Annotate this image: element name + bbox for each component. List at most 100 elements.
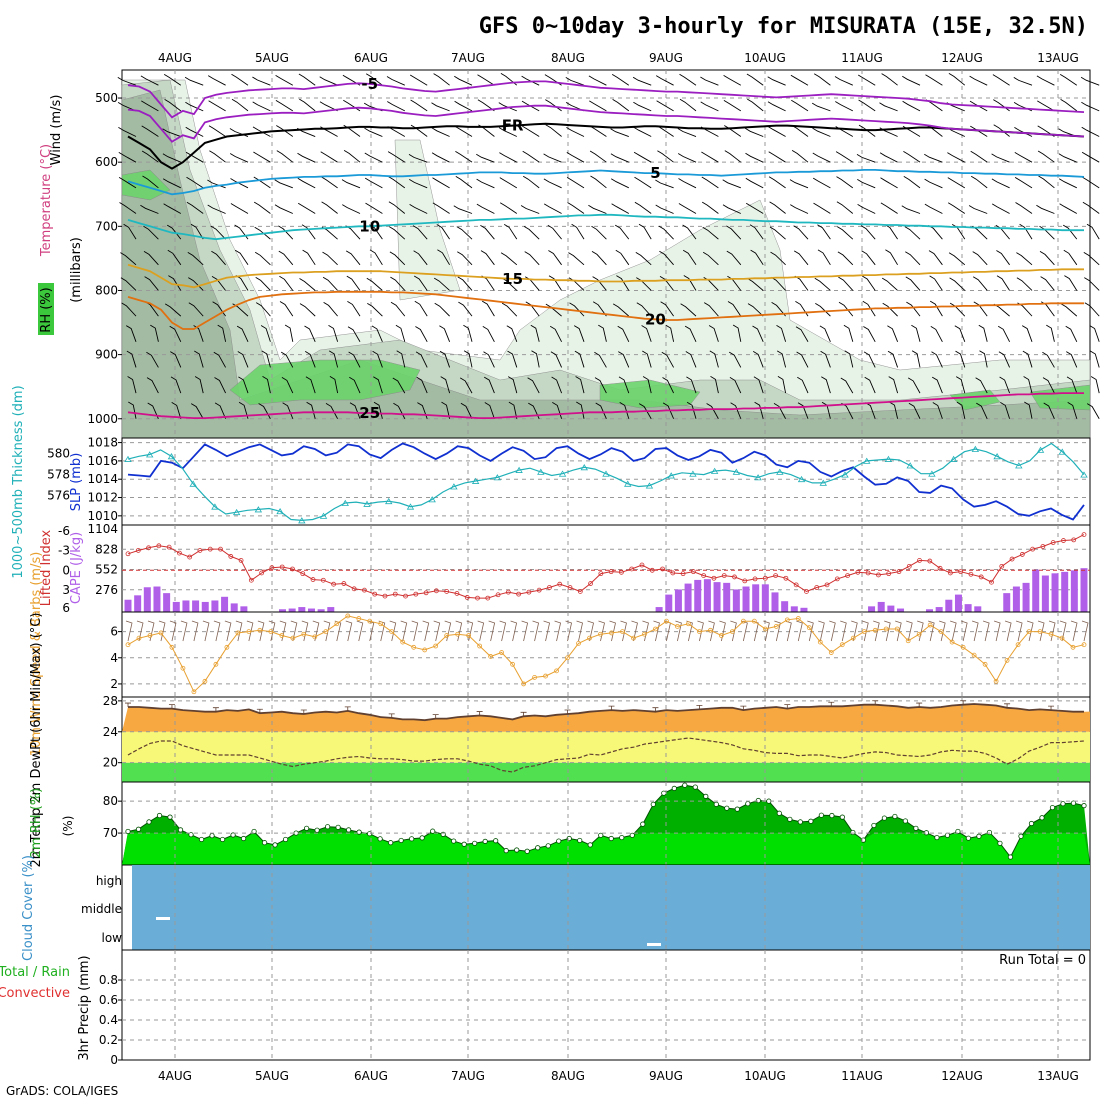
rh2m-marker [1018, 833, 1024, 839]
wind10-barb [730, 620, 737, 642]
top-date-label: 6AUG [354, 51, 388, 65]
wind-barb [261, 350, 271, 368]
wind-barb [1081, 151, 1100, 163]
wind10-marker [894, 626, 900, 632]
wind10-label: 10m Wind Speed & Barbs (m/s) [29, 552, 44, 757]
li-marker [516, 591, 522, 597]
wind10-marker [762, 626, 768, 632]
wind-barb [521, 100, 540, 112]
wind-barb [143, 225, 159, 240]
cape-bar [279, 609, 287, 612]
upper-air-panel: -5 FR 5 10 15 20 25 500 600 700 800 900 1000 [87, 69, 1100, 439]
wind10-barb [840, 620, 847, 642]
li-marker [886, 571, 892, 577]
wind-barb [767, 101, 786, 112]
wind-barb [320, 176, 338, 189]
wind-barb [569, 302, 585, 317]
wind-barb [856, 154, 876, 163]
wind-barb [390, 276, 406, 291]
wind-barb [638, 223, 652, 240]
wind-barb [499, 177, 518, 189]
wind-10m-panel: 246 10m Wind Speed & Barbs (m/s) [29, 552, 1091, 757]
cape-bar [684, 583, 692, 612]
rh2m-marker [650, 801, 656, 807]
thickness-marker [1015, 462, 1023, 469]
wind-barb [641, 325, 652, 342]
wind10-barb [422, 620, 430, 642]
wind-barb [930, 326, 943, 342]
wind-barb [147, 402, 159, 419]
wind10-barb [873, 620, 880, 642]
wind-barb [208, 125, 226, 137]
thickness-marker [450, 483, 458, 490]
wind-barb [819, 325, 831, 342]
wind-barb [278, 225, 294, 240]
wind-barb [679, 98, 697, 112]
cape-tick-label: 1104 [87, 522, 118, 536]
wind-barb [208, 100, 226, 112]
wind-barb [387, 101, 406, 112]
wind10-marker [378, 621, 384, 627]
wind-barb [998, 351, 1011, 368]
wind10-marker [246, 629, 252, 635]
li-marker [845, 573, 850, 579]
wind-barb [888, 376, 899, 394]
rh2m-marker [640, 821, 646, 827]
wind-barb [770, 251, 786, 266]
wind-barb [520, 205, 540, 214]
wind-barb [185, 126, 204, 137]
wind-barb [745, 152, 764, 163]
wind10-barb [554, 620, 562, 642]
li-marker [855, 569, 861, 575]
wind-barb [722, 179, 741, 189]
rh2m-marker [986, 829, 993, 836]
rh2m-tick-label: 70 [103, 826, 118, 840]
thickness-tick-label: 580 [47, 447, 70, 461]
contour-label: 10 [359, 217, 380, 235]
wind-barb [367, 303, 383, 317]
wind-barb [321, 201, 338, 214]
wind-barb [595, 402, 607, 419]
rh-shade-region [949, 389, 1001, 411]
temp-line [128, 703, 1084, 722]
wind-barb [619, 402, 630, 419]
rh2m-marker [482, 838, 488, 844]
li-marker [125, 551, 131, 557]
cape-bar [182, 600, 190, 612]
wind-barb [703, 302, 719, 317]
wind-barb [498, 127, 517, 137]
wind10-tick-label: 6 [110, 625, 118, 639]
thickness-marker [1058, 448, 1066, 455]
wind10-marker [367, 618, 373, 624]
rh2m-marker [944, 832, 951, 838]
wind-barb [723, 100, 742, 112]
wind-barb [726, 225, 742, 240]
wind-barb [387, 151, 406, 163]
wind-barb [682, 249, 697, 266]
wind-barb [1014, 152, 1033, 163]
li-marker [598, 571, 604, 577]
wind-barb [170, 351, 182, 368]
cape-bar [153, 586, 161, 612]
wind-barb [911, 350, 921, 368]
temp-error-bar [1004, 703, 1011, 708]
wind10-marker [301, 631, 307, 637]
li-marker [176, 550, 182, 556]
wind-barb [633, 151, 652, 163]
wind-barb [252, 76, 271, 86]
temp-error-bar [608, 705, 615, 711]
wind-barb [677, 153, 697, 163]
wind10-barb [939, 620, 946, 642]
li-marker [588, 581, 593, 586]
wind-barb [991, 203, 1010, 214]
rh2m-area-light [122, 833, 1090, 865]
wind-barb [662, 402, 675, 419]
wind-barb [665, 324, 675, 342]
rh2m-marker [524, 848, 530, 854]
wind10-barb [774, 620, 781, 642]
wind-barb [431, 127, 450, 137]
wind-barb [889, 401, 899, 419]
thickness-marker [863, 457, 871, 464]
pressure-axis: 500 600 700 800 900 1000 [87, 91, 122, 426]
wind-barb [811, 102, 831, 112]
